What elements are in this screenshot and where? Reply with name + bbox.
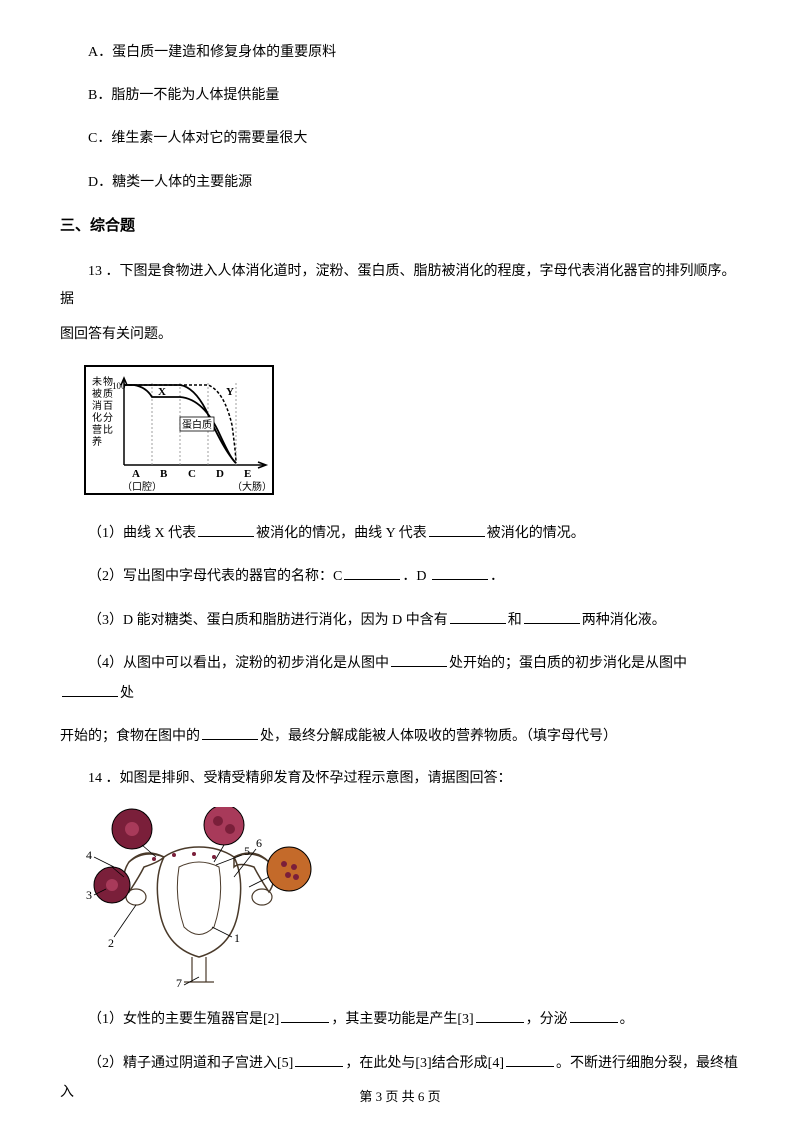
q13-s4-cont-b: 处，最终分解成能被人体吸收的营养物质。（填字母代号） bbox=[260, 729, 617, 744]
svg-text:（大肠）: （大肠） bbox=[232, 480, 272, 493]
svg-text:被: 被 bbox=[92, 387, 102, 400]
svg-text:化: 化 bbox=[92, 411, 102, 424]
q13-s4-c: 处 bbox=[120, 686, 134, 701]
blank bbox=[391, 649, 447, 667]
blank bbox=[506, 1049, 554, 1067]
q14-sub1: （1）女性的主要生殖器官是[2] ，其主要功能是产生[3] ，分泌 。 bbox=[60, 1005, 740, 1034]
q13-s3-a: （3）D 能对糖类、蛋白质和脂肪进行消化，因为 D 中含有 bbox=[88, 613, 448, 628]
blank bbox=[429, 519, 485, 537]
svg-text:4: 4 bbox=[86, 848, 92, 862]
option-d: D．糖类一人体的主要能源 bbox=[60, 170, 740, 195]
svg-text:5: 5 bbox=[244, 844, 250, 858]
svg-text:比: 比 bbox=[103, 424, 113, 436]
blank bbox=[450, 606, 506, 624]
q13-s3-b: 和 bbox=[508, 613, 522, 628]
q14-intro: 14 ．如图是排卵、受精受精卵发育及怀孕过程示意图，请据图回答： bbox=[60, 765, 740, 793]
q14-s1-a: （1）女性的主要生殖器官是[2] bbox=[88, 1012, 279, 1027]
q13-sub4: （4）从图中可以看出，淀粉的初步消化是从图中 处开始的；蛋白质的初步消化是从图中处 bbox=[60, 649, 740, 708]
q14-diagram: 4 3 2 1 5 6 7 bbox=[84, 807, 740, 987]
blank bbox=[476, 1005, 524, 1023]
q13-s2-b: ．D bbox=[402, 569, 430, 584]
svg-text:D: D bbox=[216, 468, 224, 480]
svg-text:（口腔）: （口腔） bbox=[122, 480, 162, 493]
q13-s2-a: （2）写出图中字母代表的器官的名称：C bbox=[88, 569, 342, 584]
q13-chart: 未 被 消 化 营 养 物 质 百 分 比 100 X Y 蛋白质 bbox=[84, 365, 740, 495]
q13-s1-c: 被消化的情况。 bbox=[487, 526, 585, 541]
q13-intro: 13 ．下图是食物进入人体消化道时，淀粉、蛋白质、脂肪被消化的程度，字母代表消化… bbox=[60, 258, 740, 314]
q13-s3-c: 两种消化液。 bbox=[582, 613, 666, 628]
svg-text:A: A bbox=[132, 468, 140, 480]
svg-text:2: 2 bbox=[108, 936, 114, 950]
section-3-title: 三、综合题 bbox=[60, 213, 740, 240]
blank bbox=[570, 1005, 618, 1023]
blank bbox=[524, 606, 580, 624]
blank bbox=[432, 562, 488, 580]
q13-s4-cont-a: 开始的；食物在图中的 bbox=[60, 729, 200, 744]
option-a: A．蛋白质一建造和修复身体的重要原料 bbox=[60, 40, 740, 65]
q13-sub2: （2）写出图中字母代表的器官的名称：C ．D ． bbox=[60, 562, 740, 591]
q13-sub3: （3）D 能对糖类、蛋白质和脂肪进行消化，因为 D 中含有 和 两种消化液。 bbox=[60, 606, 740, 635]
blank bbox=[62, 679, 118, 697]
svg-text:7: 7 bbox=[176, 976, 182, 987]
q13-sub4-cont: 开始的；食物在图中的 处，最终分解成能被人体吸收的营养物质。（填字母代号） bbox=[60, 722, 740, 751]
q13-s1-a: （1）曲线 X 代表 bbox=[88, 526, 196, 541]
svg-text:6: 6 bbox=[256, 836, 262, 850]
svg-text:E: E bbox=[244, 468, 251, 480]
svg-text:蛋白质: 蛋白质 bbox=[182, 418, 212, 431]
q13-intro-cont: 图回答有关问题。 bbox=[60, 322, 740, 347]
q14-s2-a: （2）精子通过阴道和子宫进入[5] bbox=[88, 1056, 293, 1071]
svg-text:Y: Y bbox=[226, 386, 234, 398]
q13-s4-a: （4）从图中可以看出，淀粉的初步消化是从图中 bbox=[88, 656, 389, 671]
blank bbox=[198, 519, 254, 537]
blank bbox=[344, 562, 400, 580]
q13-s1-b: 被消化的情况，曲线 Y 代表 bbox=[256, 526, 427, 541]
svg-text:C: C bbox=[188, 468, 196, 480]
blank bbox=[202, 722, 258, 740]
svg-text:营: 营 bbox=[92, 423, 102, 436]
svg-text:X: X bbox=[158, 386, 166, 398]
blank bbox=[295, 1049, 343, 1067]
svg-text:1: 1 bbox=[234, 931, 240, 945]
q14-s1-c: ，分泌 bbox=[526, 1012, 568, 1027]
svg-text:B: B bbox=[160, 468, 168, 480]
page-footer: 第 3 页 共 6 页 bbox=[0, 1085, 800, 1108]
q13-s4-b: 处开始的；蛋白质的初步消化是从图中 bbox=[449, 656, 687, 671]
q13-s2-c: ． bbox=[490, 569, 504, 584]
svg-text:消: 消 bbox=[92, 399, 102, 412]
svg-text:3: 3 bbox=[86, 888, 92, 902]
svg-text:百: 百 bbox=[103, 400, 113, 412]
svg-text:未: 未 bbox=[92, 376, 102, 388]
q14-s1-d: 。 bbox=[620, 1012, 634, 1027]
svg-text:养: 养 bbox=[92, 435, 102, 448]
svg-text:分: 分 bbox=[103, 412, 113, 424]
q14-s1-b: ，其主要功能是产生[3] bbox=[331, 1012, 473, 1027]
q13-sub1: （1）曲线 X 代表 被消化的情况，曲线 Y 代表 被消化的情况。 bbox=[60, 519, 740, 548]
q14-s2-b: ，在此处与[3]结合形成[4] bbox=[345, 1056, 504, 1071]
option-b: B．脂肪一不能为人体提供能量 bbox=[60, 83, 740, 108]
blank bbox=[281, 1005, 329, 1023]
option-c: C．维生素一人体对它的需要量很大 bbox=[60, 126, 740, 151]
svg-text:100: 100 bbox=[112, 381, 126, 391]
